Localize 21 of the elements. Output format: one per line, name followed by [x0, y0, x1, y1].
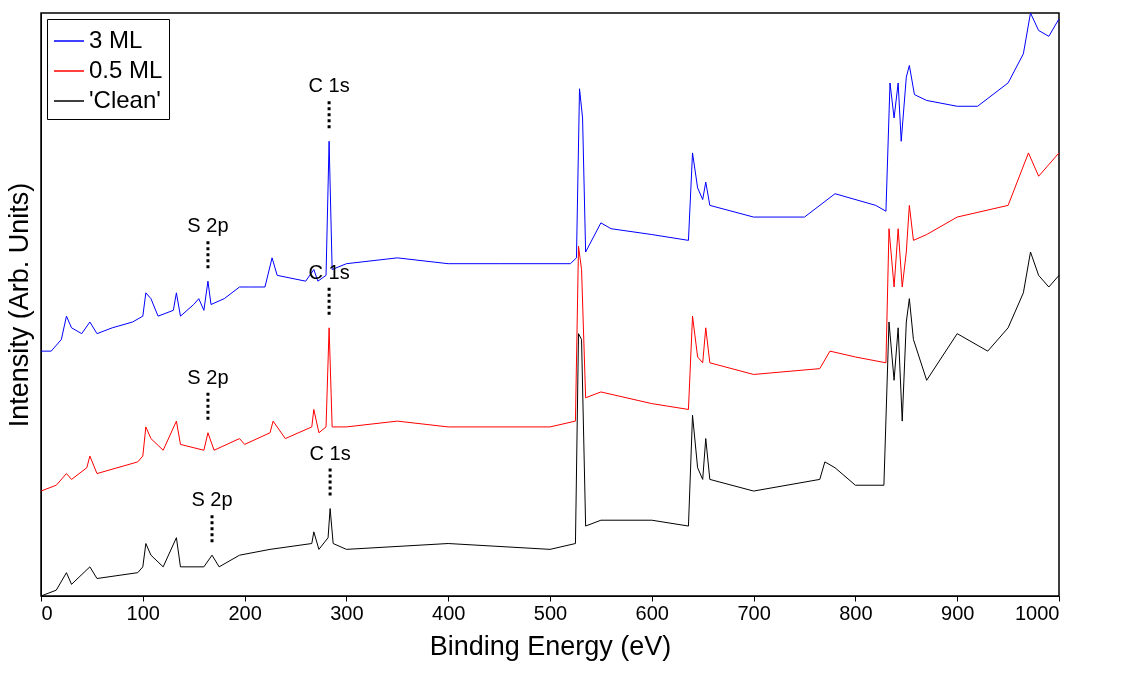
annotation: S 2p	[191, 488, 233, 511]
legend-label: 3 ML	[89, 26, 143, 53]
x-tick-label: 200	[228, 601, 262, 624]
x-tick-label: 300	[330, 601, 364, 624]
x-tick-label: 800	[839, 601, 873, 624]
legend-label: 'Clean'	[89, 86, 161, 113]
x-tick-label: 600	[635, 601, 669, 624]
x-tick-label: 500	[533, 601, 568, 624]
x-tick-label: 1000	[1015, 601, 1060, 624]
annotation: S 2p	[187, 214, 229, 237]
x-tick-label: 100	[126, 601, 160, 624]
annotation: S 2p	[187, 365, 229, 388]
x-axis-title: Binding Energy (eV)	[429, 630, 672, 661]
x-tick-label: 400	[432, 601, 466, 624]
y-axis-title: Intensity (Arb. Units)	[3, 182, 34, 428]
x-tick-label: 700	[737, 601, 771, 624]
legend-label: 0.5 ML	[89, 56, 163, 83]
annotation: C 1s	[308, 74, 350, 97]
x-tick-label: 0	[41, 601, 53, 624]
x-tick-label: 900	[941, 601, 975, 624]
annotation: C 1s	[309, 441, 351, 464]
